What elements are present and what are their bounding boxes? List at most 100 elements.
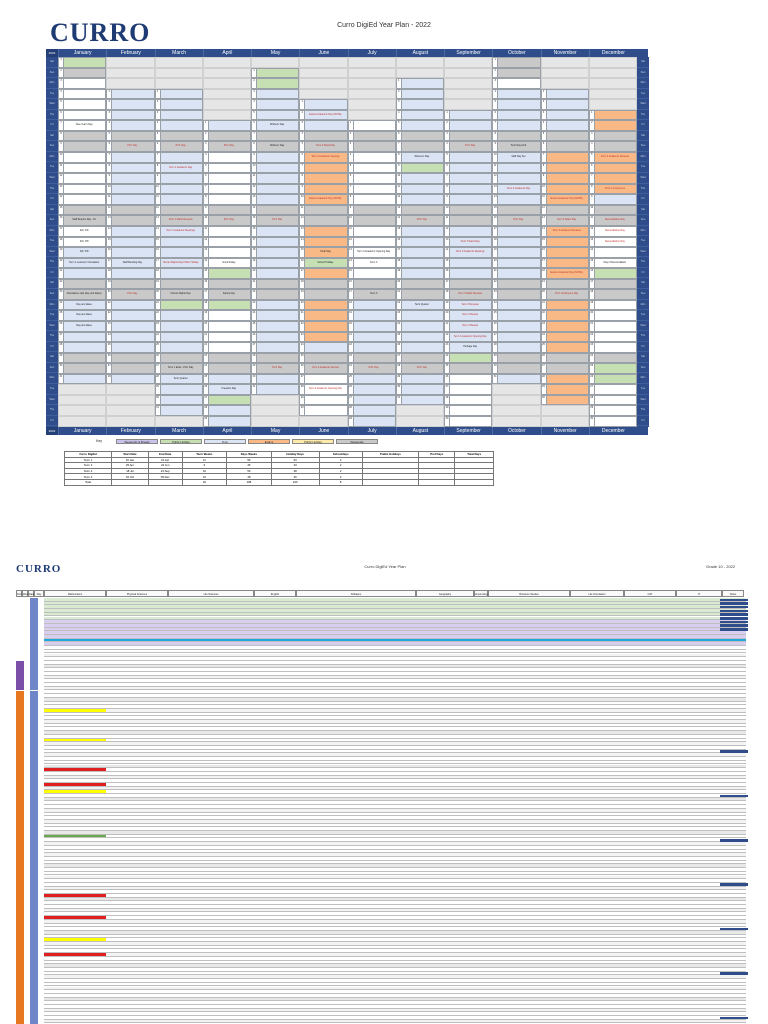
day-number: 21 (493, 269, 499, 278)
day-cell: 7 (299, 162, 348, 174)
planner-column-header: Life Orientation (570, 590, 624, 597)
month-header: April (202, 426, 251, 435)
day-cell: 25 (299, 352, 348, 364)
day-cell: 5 (347, 162, 396, 174)
day-cell: 11 (395, 183, 444, 195)
day-number: 22 (300, 322, 306, 331)
day-cell: 25 (106, 342, 155, 353)
calendar-event: Reconciliation Day (604, 218, 625, 222)
weekday-label: Sat (637, 278, 649, 290)
planner-row (44, 942, 746, 946)
calendar-event: Workers' Day (270, 144, 285, 148)
day-cell: 19 (154, 278, 203, 290)
day-number: 7 (300, 163, 306, 173)
calendar-event: Prof. Day (416, 366, 427, 370)
empty-cell (395, 67, 444, 79)
day-number: 5 (300, 142, 306, 152)
day-number: 13 (107, 216, 113, 225)
day-number: 15 (589, 258, 595, 268)
planner-row (44, 757, 746, 761)
planner-row (44, 842, 746, 846)
day-number: 2 (589, 121, 595, 130)
month-header: July (347, 426, 396, 435)
month-header: December (588, 49, 637, 57)
weekday-label: Sat (637, 57, 649, 68)
day-cell: 6 (58, 109, 107, 121)
day-cell: 28 (106, 373, 155, 385)
day-number: 12 (493, 174, 499, 183)
day-number: 16 (589, 269, 595, 278)
day-number: 12 (541, 205, 547, 215)
day-cell: 10 (395, 173, 444, 184)
empty-cell (347, 78, 396, 89)
day-cell: 14 (251, 204, 300, 216)
day-cell: 5 (154, 130, 203, 142)
calendar-event: Prof. Day (127, 292, 138, 296)
empty-cell (58, 394, 107, 406)
day-cell: 13 (106, 215, 155, 226)
day-cell: 10 (588, 204, 637, 216)
summary-cell (418, 473, 456, 480)
calendar-event: Exams Academic Day (NOTE) (550, 197, 583, 201)
summary-row: Term 1 19 Jan 01 Apr 11 55 53 2 (63, 456, 494, 464)
calendar-event: New Year's Day (75, 123, 93, 127)
day-number: 11 (541, 195, 547, 204)
day-number: 3 (203, 142, 209, 152)
weekday-label: Sat (637, 352, 649, 363)
day-cell: 29 Prof. Day (251, 363, 300, 374)
planner-row (44, 683, 746, 687)
empty-cell (347, 67, 396, 79)
day-cell: 29 (395, 373, 444, 385)
day-cell: 1 (251, 67, 300, 79)
day-cell: 21 (395, 289, 444, 300)
day-number: 26 (589, 374, 595, 384)
day-cell: 27 (251, 342, 300, 353)
day-number: 10 (203, 216, 209, 225)
day-cell: 16 Prof. Day (492, 215, 541, 226)
day-number: 27 (493, 332, 499, 342)
day-cell: 26 (347, 384, 396, 395)
calendar-event: Term 3 (369, 292, 378, 296)
weekday-label: Fri (637, 342, 649, 353)
day-cell: 1 (154, 88, 203, 100)
key-swatch: Weekends (336, 438, 378, 444)
day-number: 29 (155, 385, 161, 394)
day-number: 31 (493, 374, 499, 384)
day-cell: 26 (492, 321, 541, 332)
empty-cell (58, 384, 107, 395)
day-number: 28 (300, 385, 306, 394)
empty-cell (588, 67, 637, 79)
summary-cell: Term 2 (63, 462, 113, 469)
day-number: 19 (300, 290, 306, 299)
weekday-label: Wed (46, 247, 58, 258)
day-number: 5 (589, 153, 595, 162)
day-number: 23 (541, 322, 547, 331)
planner-row (44, 753, 746, 758)
empty-cell (588, 57, 637, 68)
planner-row (44, 897, 746, 902)
day-cell: 12 (251, 183, 300, 195)
day-cell: 21 (492, 268, 541, 279)
day-cell: 17 Sch. PD (58, 225, 107, 237)
calendar-key: Key Weekends & Breaks Public Holiday Term E… (96, 437, 378, 445)
day-number: 19 (348, 311, 354, 320)
day-cell: 31 (251, 384, 300, 395)
planner-row (44, 609, 746, 613)
day-number: 24 (203, 364, 209, 373)
day-cell: 29 (299, 394, 348, 406)
day-cell: 13 (251, 194, 300, 205)
day-cell: 28 (251, 352, 300, 364)
day-cell: 18 (492, 236, 541, 248)
planner-row (44, 1012, 746, 1017)
day-number: 26 (445, 374, 450, 384)
day-cell: 9 (347, 204, 396, 216)
empty-cell (540, 67, 589, 79)
weekday-label: Mon (637, 152, 649, 163)
day-number: 27 (396, 353, 402, 363)
day-number: 8 (589, 184, 595, 194)
day-number: 14 (252, 205, 257, 215)
day-number: 30 (252, 374, 257, 384)
day-cell: 1 (395, 78, 444, 89)
day-cell: 1 (588, 109, 637, 121)
day-cell: 12 (202, 236, 251, 248)
